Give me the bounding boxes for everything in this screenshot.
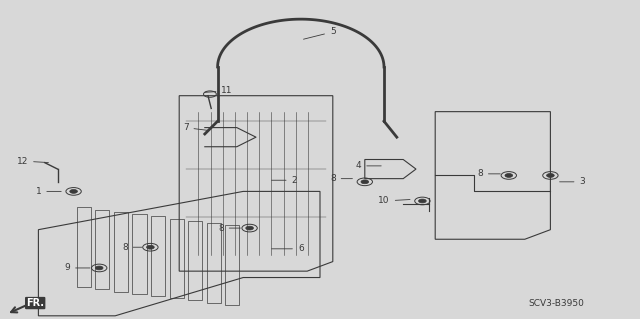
- Text: 2: 2: [271, 176, 297, 185]
- Text: 8: 8: [330, 174, 353, 183]
- Text: 10: 10: [378, 197, 410, 205]
- Text: 8: 8: [122, 243, 142, 252]
- Text: 4: 4: [356, 161, 381, 170]
- Circle shape: [147, 245, 154, 249]
- Circle shape: [246, 226, 253, 230]
- Circle shape: [547, 174, 554, 177]
- Text: 1: 1: [36, 187, 61, 196]
- Circle shape: [361, 180, 369, 184]
- Text: 5: 5: [303, 27, 335, 39]
- Text: 8: 8: [218, 224, 241, 233]
- Text: FR.: FR.: [26, 298, 44, 308]
- Circle shape: [95, 266, 103, 270]
- Text: 11: 11: [205, 86, 233, 95]
- Circle shape: [505, 174, 513, 177]
- Text: 7: 7: [183, 123, 209, 132]
- Text: 12: 12: [17, 157, 49, 166]
- Circle shape: [70, 189, 77, 193]
- Text: 6: 6: [271, 244, 303, 253]
- Text: SCV3-B3950: SCV3-B3950: [529, 299, 585, 308]
- Circle shape: [419, 199, 426, 203]
- Text: 3: 3: [559, 177, 585, 186]
- Text: 8: 8: [477, 169, 500, 178]
- Text: 9: 9: [65, 263, 90, 272]
